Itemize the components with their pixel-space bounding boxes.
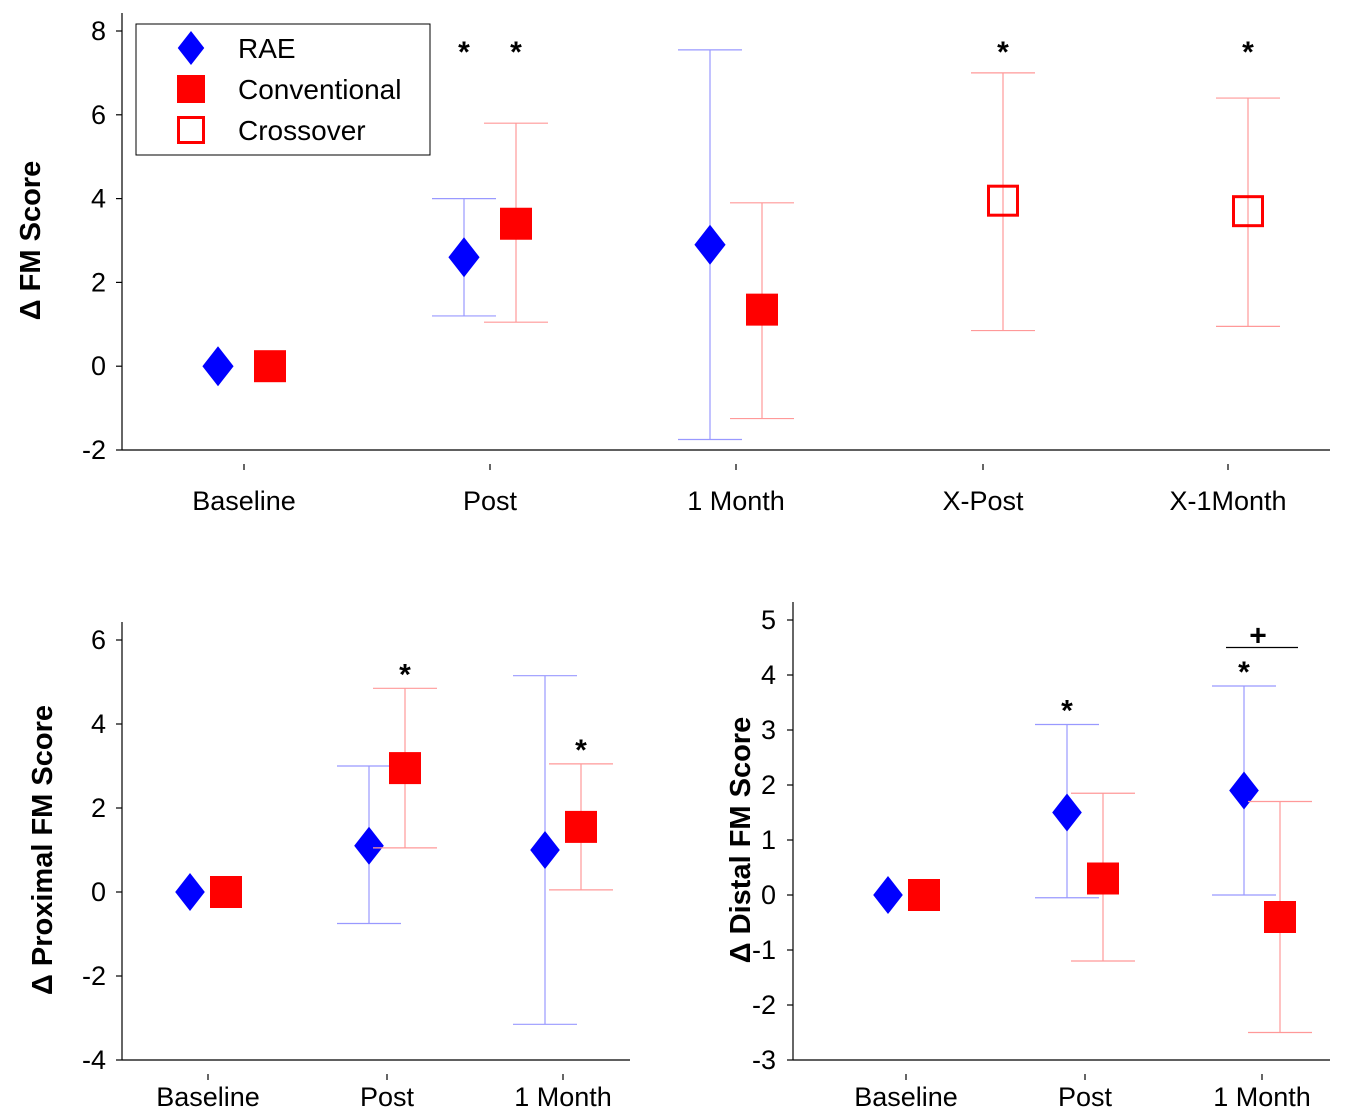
data-point-conventional-post (389, 752, 421, 785)
y-tick-label: -4 (82, 1045, 106, 1075)
data-point-conventional-baseline (254, 350, 286, 383)
data-point-conventional-post (1087, 862, 1119, 895)
series-conventional (908, 792, 1312, 1034)
data-point-rae-baseline (175, 873, 205, 911)
chart-panel-2: -4 -2 0 2 4 6 Baseline Post 1 Month Δ Proximal FM… (27, 622, 630, 1112)
significance-star: * (510, 36, 522, 69)
significance-star: * (1242, 36, 1254, 69)
x-tick-label-1-month: 1 Month (687, 486, 785, 516)
data-point-rae-1-month (694, 224, 726, 265)
legend-label-crossover: Crossover (238, 115, 366, 146)
data-point-rae-post (448, 237, 480, 278)
legend-marker-rae (177, 31, 205, 65)
data-point-conventional-1-month (746, 293, 778, 326)
significance-star: * (997, 36, 1009, 69)
significance-star: * (575, 734, 587, 767)
y-tick-label: 4 (91, 709, 106, 739)
data-point-conventional-1-month (565, 810, 597, 843)
y-tick-label: 2 (91, 267, 106, 297)
legend-marker-conventional (177, 75, 205, 103)
significance-star: * (458, 36, 470, 69)
significance-star: * (1061, 695, 1073, 728)
y-tick-label: 0 (91, 877, 106, 907)
y-tick-label: 3 (761, 715, 776, 745)
x-tick-label-baseline: Baseline (854, 1082, 958, 1112)
y-tick-label: 5 (761, 605, 776, 635)
significance-star: * (1238, 656, 1250, 689)
series-crossover (971, 72, 1280, 332)
data-point-conventional-baseline (908, 879, 940, 911)
y-tick-label: 1 (761, 825, 776, 855)
data-point-conventional-baseline (210, 876, 242, 908)
series-rae (873, 685, 1276, 914)
data-point-crossover-x-1month (1232, 195, 1264, 228)
x-tick-label-x-post: X-Post (942, 486, 1024, 516)
y-tick-label: 4 (91, 184, 106, 214)
legend: RAE Conventional Crossover (135, 23, 431, 156)
y-tick-label: 0 (761, 880, 776, 910)
y-tick-label: -2 (82, 435, 106, 465)
data-point-rae-post (354, 826, 384, 865)
series-conventional (210, 687, 613, 908)
x-tick-label-baseline: Baseline (156, 1082, 260, 1112)
significance-star: * (399, 658, 411, 691)
y-tick-label: 4 (761, 660, 776, 690)
series-conventional (254, 122, 794, 420)
y-axis-label: Δ Distal FM Score (725, 717, 757, 963)
series-rae (202, 49, 742, 441)
y-tick-label: 0 (91, 351, 106, 381)
group-difference-marker: + (1249, 620, 1267, 653)
x-tick-label-1-month: 1 Month (514, 1082, 612, 1112)
chart-panel-1: -2 0 2 4 6 8 Baseline Post 1 Month X-Post X-1Month… (15, 13, 1330, 516)
y-tick-label: -3 (752, 1045, 776, 1075)
y-tick-label: 6 (91, 625, 106, 655)
y-tick-label: 2 (761, 770, 776, 800)
y-tick-label: -1 (752, 935, 776, 965)
y-axis-label: Δ FM Score (15, 161, 47, 320)
y-tick-label: -2 (752, 990, 776, 1020)
chart-panel-3: -3 -2 -1 0 1 2 3 4 5 Baseline Post 1 Month Δ Distal … (725, 602, 1330, 1112)
y-tick-label: 6 (91, 100, 106, 130)
data-point-rae-post (1052, 793, 1082, 832)
data-point-rae-baseline (202, 346, 234, 387)
series-rae (175, 675, 577, 1025)
legend-label-rae: RAE (238, 33, 296, 64)
x-tick-label-1-month: 1 Month (1213, 1082, 1311, 1112)
y-axis-label: Δ Proximal FM Score (27, 705, 59, 995)
y-tick-label: 2 (91, 793, 106, 823)
y-tick-label: 8 (91, 16, 106, 46)
data-point-conventional-1-month (1264, 901, 1296, 933)
data-point-rae-baseline (873, 876, 903, 914)
x-tick-label-post: Post (1058, 1082, 1113, 1112)
legend-label-conventional: Conventional (238, 74, 401, 105)
x-tick-label-post: Post (360, 1082, 415, 1112)
data-point-conventional-post (500, 207, 532, 240)
data-point-rae-1-month (1229, 771, 1259, 810)
x-tick-label-x-1month: X-1Month (1169, 486, 1286, 516)
y-tick-label: -2 (82, 961, 106, 991)
data-point-crossover-x-post (987, 184, 1019, 217)
legend-marker-crossover (177, 116, 205, 144)
x-tick-label-post: Post (463, 486, 518, 516)
data-point-rae-1-month (530, 831, 560, 869)
x-tick-label-baseline: Baseline (192, 486, 296, 516)
